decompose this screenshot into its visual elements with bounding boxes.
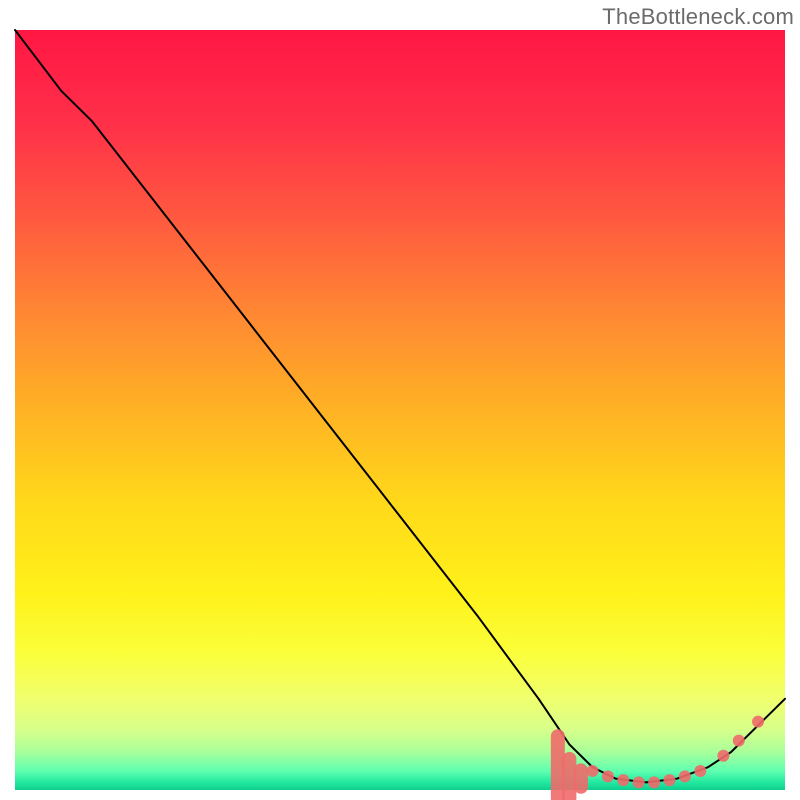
marker-dot xyxy=(733,735,745,747)
marker-dot xyxy=(752,716,764,728)
marker-dot xyxy=(617,774,629,786)
marker-dot xyxy=(664,774,676,786)
marker-dot xyxy=(648,776,660,788)
watermark-text: TheBottleneck.com xyxy=(602,4,794,30)
bottleneck-chart xyxy=(0,0,800,800)
marker-bar xyxy=(574,763,588,793)
marker-dot xyxy=(587,765,599,777)
marker-dot xyxy=(602,770,614,782)
marker-dot xyxy=(633,776,645,788)
marker-dot xyxy=(679,770,691,782)
marker-dot xyxy=(694,765,706,777)
marker-dot xyxy=(717,750,729,762)
gradient-background xyxy=(15,30,785,790)
